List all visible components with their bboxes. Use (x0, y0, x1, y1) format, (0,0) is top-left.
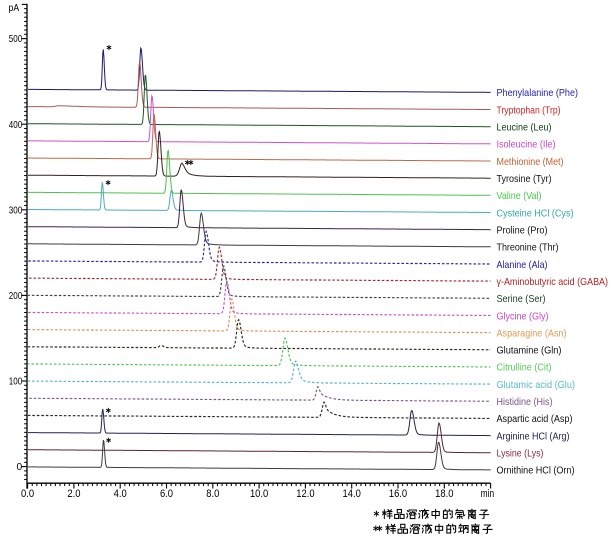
svg-text:0.0: 0.0 (21, 488, 34, 500)
svg-text:Aspartic acid (Asp): Aspartic acid (Asp) (497, 413, 573, 425)
svg-text:10.0: 10.0 (250, 488, 268, 500)
svg-text:Glycine (Gly): Glycine (Gly) (497, 310, 549, 322)
svg-text:500: 500 (9, 34, 23, 45)
svg-text:Leucine (Leu): Leucine (Leu) (497, 122, 552, 134)
svg-text:Asparagine (Asn): Asparagine (Asn) (497, 327, 567, 339)
svg-text:Alanine (Ala): Alanine (Ala) (497, 259, 548, 271)
svg-text:γ-Aminobutyric acid (GABA): γ-Aminobutyric acid (GABA) (497, 276, 609, 288)
svg-text:16.0: 16.0 (389, 488, 407, 500)
svg-text:Lysine (Lys): Lysine (Lys) (497, 448, 544, 460)
svg-text:pA: pA (9, 3, 20, 14)
svg-text:400: 400 (9, 120, 23, 131)
svg-text:min: min (481, 488, 495, 500)
svg-text:4.0: 4.0 (114, 488, 127, 500)
svg-text:0: 0 (17, 462, 23, 473)
svg-text:Glutamic acid (Glu): Glutamic acid (Glu) (497, 379, 576, 391)
svg-text:14.0: 14.0 (343, 488, 361, 500)
svg-text:Ornithine HCl (Orn): Ornithine HCl (Orn) (497, 465, 575, 477)
svg-text:Phenylalanine (Phe): Phenylalanine (Phe) (497, 87, 579, 99)
svg-text:Tryptophan (Trp): Tryptophan (Trp) (497, 104, 561, 116)
svg-text:Citrulline (Cit): Citrulline (Cit) (497, 362, 552, 374)
svg-text:Histidine (His): Histidine (His) (497, 396, 553, 408)
svg-text:6.0: 6.0 (160, 488, 173, 500)
svg-text:200: 200 (9, 291, 23, 302)
svg-text:Tyrosine (Tyr): Tyrosine (Tyr) (497, 173, 552, 185)
svg-text:Arginine HCl (Arg): Arginine HCl (Arg) (497, 430, 570, 442)
svg-text:Glutamine (Gln): Glutamine (Gln) (497, 345, 562, 357)
svg-text:Methionine (Met): Methionine (Met) (497, 156, 564, 168)
svg-text:100: 100 (9, 377, 23, 388)
svg-text:Cysteine HCl (Cys): Cysteine HCl (Cys) (497, 207, 574, 219)
svg-text:2.0: 2.0 (67, 488, 80, 500)
svg-text:Proline (Pro): Proline (Pro) (497, 225, 548, 237)
svg-text:12.0: 12.0 (296, 488, 314, 500)
svg-text:300: 300 (9, 205, 23, 216)
svg-text:8.0: 8.0 (206, 488, 219, 500)
svg-text:Serine (Ser): Serine (Ser) (497, 293, 546, 305)
svg-text:Isoleucine (Ile): Isoleucine (Ile) (497, 139, 556, 151)
svg-text:Valine (Val): Valine (Val) (497, 190, 542, 202)
svg-text:Threonine (Thr): Threonine (Thr) (497, 242, 559, 254)
svg-text:18.0: 18.0 (435, 488, 453, 500)
